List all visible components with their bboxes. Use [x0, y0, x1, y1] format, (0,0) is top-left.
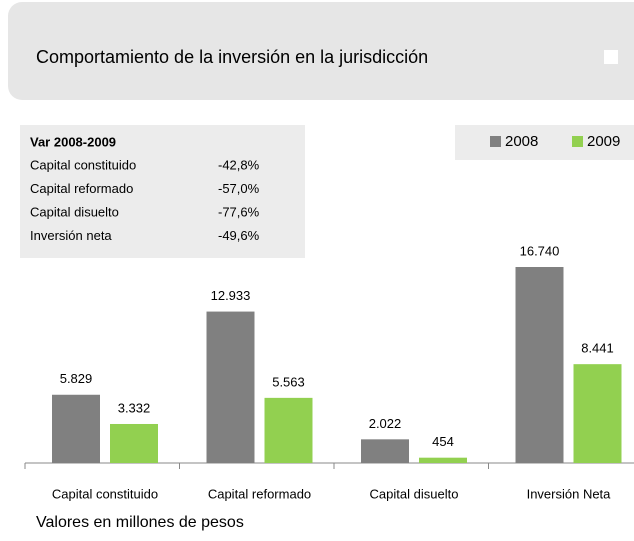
- bar: [110, 423, 158, 463]
- title-box: [8, 2, 634, 100]
- legend-swatch: [490, 136, 501, 147]
- variation-value: -49,6%: [218, 228, 260, 243]
- legend-box: [455, 125, 634, 160]
- value-label: 2.022: [369, 416, 402, 431]
- variation-label: Inversión neta: [30, 228, 112, 243]
- variation-value: -57,0%: [218, 181, 260, 196]
- x-tick-label: Capital disuelto: [370, 486, 459, 501]
- bar: [361, 439, 409, 463]
- x-tick-label: Capital reformado: [208, 486, 311, 501]
- footnote: Valores en millones de pesos: [36, 514, 244, 531]
- value-label: 454: [432, 434, 454, 449]
- legend-label: 2009: [587, 133, 620, 150]
- variation-value: -42,8%: [218, 157, 260, 172]
- chart-title: Comportamiento de la inversión en la jur…: [36, 47, 428, 67]
- variation-title: Var 2008-2009: [30, 134, 116, 149]
- value-label: 3.332: [118, 400, 151, 415]
- value-label: 5.829: [60, 371, 93, 386]
- value-label: 8.441: [581, 341, 614, 356]
- variation-label: Capital constituido: [30, 157, 136, 172]
- variation-label: Capital disuelto: [30, 204, 119, 219]
- bar: [573, 364, 622, 463]
- value-label: 5.563: [272, 374, 305, 389]
- x-tick-label: Inversión Neta: [527, 486, 612, 501]
- title-marker: [604, 50, 618, 64]
- legend-swatch: [572, 136, 583, 147]
- variation-value: -77,6%: [218, 204, 260, 219]
- variation-box: [20, 125, 305, 258]
- bar: [206, 311, 255, 463]
- x-tick-label: Capital constituido: [52, 486, 158, 501]
- bar: [515, 267, 564, 463]
- value-label: 12.933: [211, 288, 251, 303]
- variation-label: Capital reformado: [30, 181, 133, 196]
- bar: [264, 397, 313, 463]
- bar: [52, 394, 100, 463]
- legend-label: 2008: [505, 133, 538, 150]
- value-label: 16.740: [520, 243, 560, 258]
- bar: [419, 457, 467, 463]
